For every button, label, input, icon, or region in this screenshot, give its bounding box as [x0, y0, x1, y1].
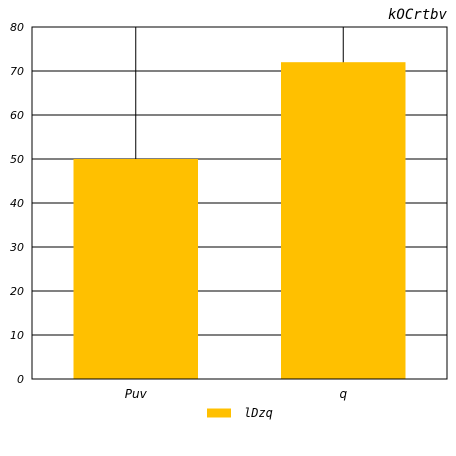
- y-tick-label: 20: [10, 285, 24, 298]
- plot-frame: [31, 26, 448, 380]
- chart-title: kOCrtbv: [388, 7, 448, 23]
- x-tick-label: Puv: [125, 387, 148, 401]
- y-tick-label: 10: [10, 329, 24, 342]
- y-tick-label: 40: [10, 197, 24, 210]
- bar-Puv: [73, 159, 198, 379]
- y-tick-label: 0: [17, 373, 24, 386]
- legend-label: lDzq: [244, 406, 273, 420]
- bar-q: [281, 62, 406, 379]
- y-tick-label: 30: [10, 241, 24, 254]
- x-tick-label: q: [339, 387, 347, 401]
- legend-swatch: [207, 408, 231, 418]
- y-tick-label: 70: [10, 65, 24, 78]
- y-tick-label: 60: [10, 109, 24, 122]
- y-tick-label: 50: [10, 153, 24, 166]
- legend: lDzq: [207, 406, 273, 420]
- y-tick-label: 80: [10, 21, 24, 34]
- x-axis-ticks: Puv q: [125, 387, 348, 401]
- plot-border: [31, 26, 448, 380]
- bars: [73, 62, 406, 379]
- y-axis-ticks: 0 10 20 30 40 50 60 70 80: [10, 21, 24, 386]
